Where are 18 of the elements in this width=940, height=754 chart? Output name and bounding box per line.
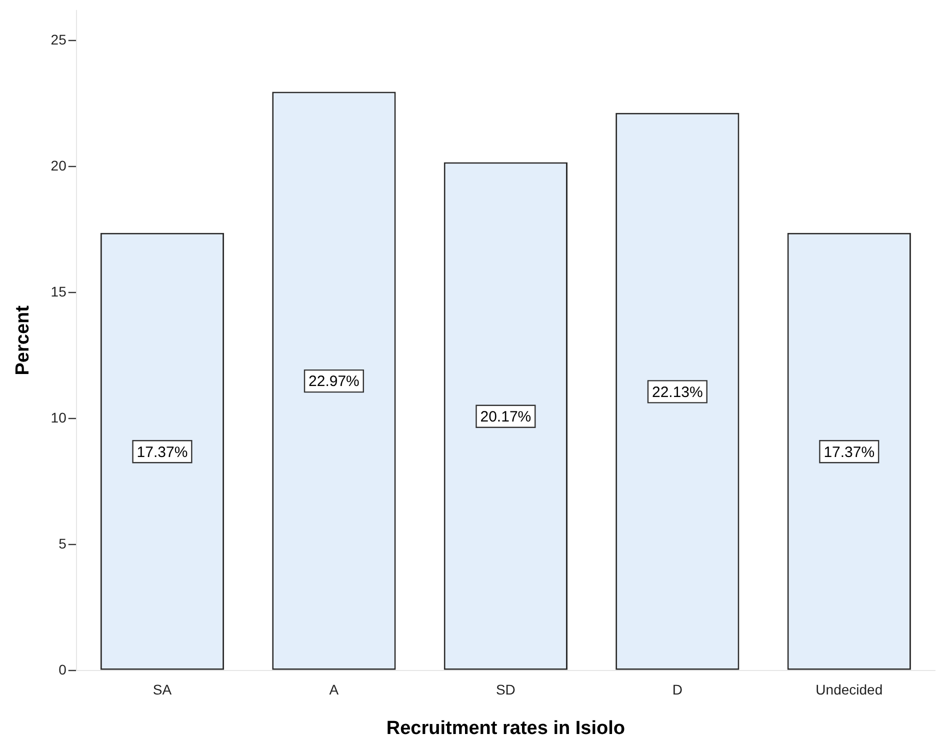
- x-axis-title: Recruitment rates in Isiolo: [386, 718, 625, 739]
- y-tick-label: 10: [50, 409, 67, 426]
- data-label: 22.97%: [308, 373, 360, 390]
- data-label: 17.37%: [136, 444, 188, 461]
- data-label: 22.13%: [652, 384, 703, 401]
- y-tick-label: 20: [50, 157, 67, 174]
- x-tick-label: SD: [496, 682, 516, 698]
- y-tick-label: 15: [50, 283, 67, 300]
- x-tick-label: A: [329, 682, 340, 698]
- y-tick-label: 5: [58, 535, 67, 552]
- y-tick-label: 25: [50, 31, 67, 48]
- y-tick-label: 0: [58, 661, 67, 678]
- y-axis-title: Percent: [12, 304, 34, 376]
- data-label: 17.37%: [824, 444, 875, 461]
- x-tick-label: SA: [152, 682, 172, 698]
- data-label: 20.17%: [480, 408, 532, 426]
- x-tick-label: D: [672, 682, 682, 698]
- x-tick-label: Undecided: [816, 682, 883, 698]
